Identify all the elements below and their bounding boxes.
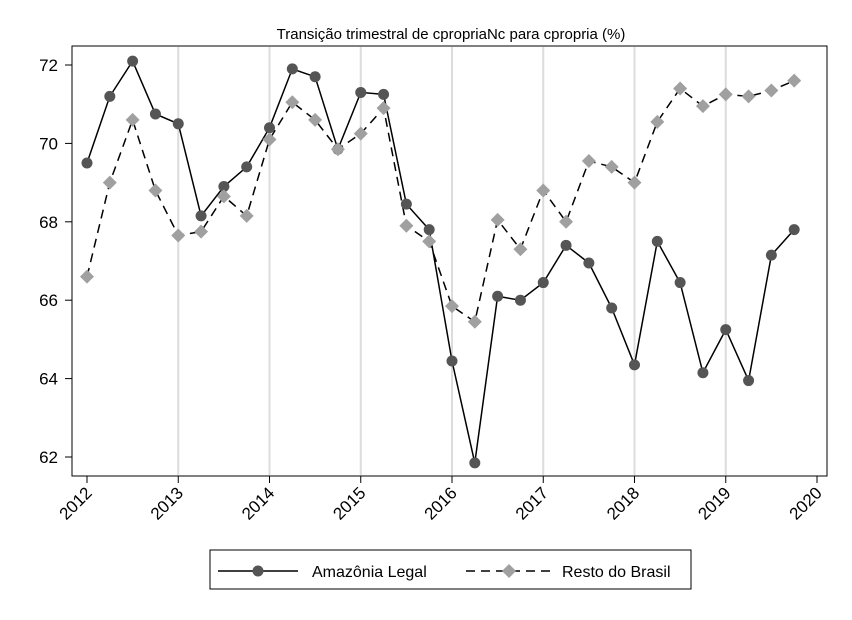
series-line-2 [86,80,795,324]
series-2-point [239,208,254,223]
series-1-point [765,249,777,261]
series-2-point [741,89,756,104]
series-1-point [81,157,93,169]
series-2-point [102,175,117,190]
series-2-point [125,112,140,127]
series-2-point [285,95,300,110]
y-tick-label: 72 [39,56,58,75]
series-2-point [308,112,323,127]
legend-label-1: Amazônia Legal [312,564,427,581]
series-1-point [674,277,686,289]
series-1-point [241,161,253,173]
series-1-point [492,290,504,302]
series-2-point [262,132,277,147]
series-1-point [788,224,800,236]
series-2-point [148,183,163,198]
chart-title: Transição trimestral de cpropriaNc para … [277,26,626,43]
series-2-point [604,159,619,174]
legend-label-2: Resto do Brasil [562,564,671,581]
series-1-point [355,86,367,98]
series-2-point [194,224,209,239]
series-2-point [764,83,779,98]
series-2-point [80,269,94,284]
series-2-point [216,189,231,204]
series-1-point [172,118,184,130]
y-tick-label: 68 [39,213,58,232]
series-2-point [490,212,505,227]
legend-marker-diamond-icon [502,564,516,578]
series-2-point [399,218,414,233]
plot-frame [71,45,828,477]
y-tick-label: 70 [39,134,58,153]
series-2-point [353,126,368,141]
series-2-point [513,242,528,257]
series-1-point [537,277,549,289]
series-1-point [720,324,732,336]
series-1-point [469,457,481,469]
series-2-point [467,314,482,329]
series-2-point [330,142,345,157]
series-1-point [127,55,139,67]
series-1-point [218,181,230,193]
series-2-point [445,299,459,314]
series-1-point [560,239,572,251]
series-1-point [514,294,526,306]
series-2-point [536,183,551,198]
series-2-point [581,154,596,169]
series-2-point [376,101,391,116]
series-2-point [695,99,710,114]
legend: Amazônia Legal Resto do Brasil [209,549,692,590]
series-1-point [629,359,640,371]
series-1-point [743,375,755,387]
series-1-point [195,210,207,222]
legend-marker-circle-icon [252,565,264,577]
series-1-point [286,63,298,75]
series-1-point [264,122,275,134]
series-2-point [559,214,574,229]
y-tick-label: 64 [39,370,58,389]
series-2-point [171,228,186,243]
series-2-point [650,114,665,129]
series-1-point [606,302,618,314]
series-1-point [378,88,390,100]
series-1-point [423,224,435,236]
series-2-point [627,175,642,190]
y-tick-label: 66 [39,291,58,310]
series-1-point [309,71,321,83]
legend-box [209,549,692,590]
y-tick-label: 62 [39,448,58,467]
series-1-point [104,90,116,102]
series-2-point [422,234,437,249]
series-layer [80,55,802,469]
series-1-point [400,198,412,210]
series-2-point [718,87,733,102]
series-1-point [149,108,161,120]
series-line-1 [86,59,795,464]
series-1-point [651,235,663,247]
series-1-point [583,257,595,269]
series-1-point [697,367,709,379]
series-2-point [673,81,688,96]
series-1-point [446,355,458,367]
series-2-point [787,73,802,88]
